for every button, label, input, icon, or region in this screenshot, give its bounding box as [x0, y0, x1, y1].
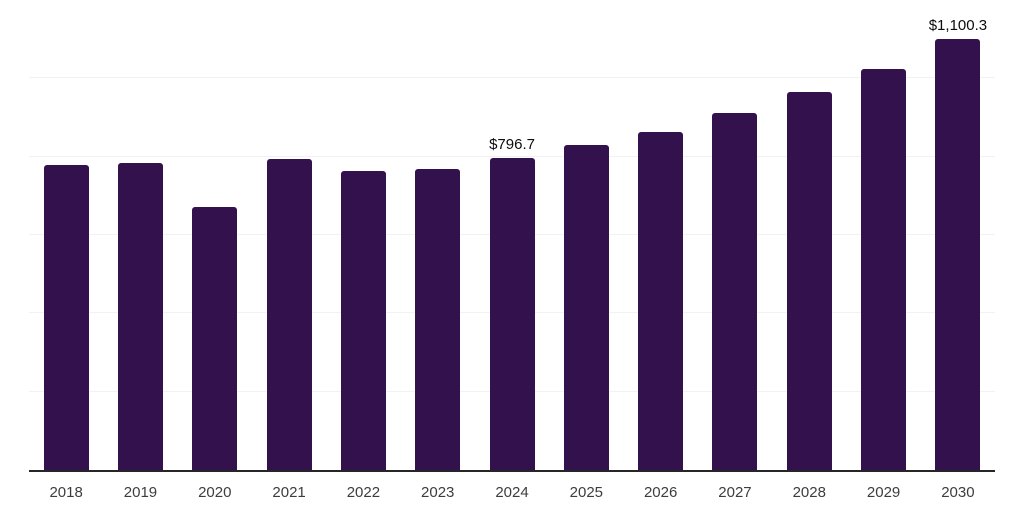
x-tick-label: 2030	[941, 484, 975, 501]
bar-2024	[489, 157, 535, 470]
bar-column	[698, 0, 772, 470]
x-tick-label: 2029	[866, 484, 901, 501]
x-tick-label: 2023	[421, 484, 455, 501]
bar-2026	[638, 131, 684, 470]
bar-column	[252, 0, 326, 470]
bar-column	[624, 0, 698, 470]
bar-value-label: $796.7	[489, 135, 535, 153]
bar-value-label: $1,100.3	[928, 17, 988, 35]
gridline	[29, 155, 995, 157]
bar-2021	[266, 159, 312, 470]
bar-2030	[935, 39, 981, 470]
bar-column	[326, 0, 400, 470]
bar-column	[178, 0, 252, 470]
x-tick-label: 2020	[198, 484, 232, 501]
bar-column	[772, 0, 846, 470]
bar-2023	[415, 169, 461, 470]
plot-area: $796.7 $1,100.3	[29, 0, 995, 470]
bar-column	[846, 0, 920, 470]
bar-2027	[712, 113, 758, 470]
bars-container: $796.7 $1,100.3	[29, 0, 995, 470]
bar-2020	[192, 207, 238, 470]
x-axis-line	[29, 470, 995, 472]
bar-column	[29, 0, 103, 470]
bar-column: $796.7	[475, 0, 549, 470]
x-tick-label: 2018	[49, 484, 83, 501]
bar-2022	[340, 171, 386, 470]
x-tick-label: 2019	[123, 484, 158, 501]
x-tick-label: 2025	[569, 484, 604, 501]
x-tick-label: 2028	[792, 484, 826, 501]
bar-2018	[43, 164, 89, 470]
bar-2019	[117, 162, 163, 470]
bar-2028	[786, 92, 832, 470]
x-axis-labels: 2018 2019 2020 2021 2022 2023 2024 2025 2026 2027…	[29, 484, 995, 502]
x-tick-label: 2021	[272, 484, 306, 501]
bar-column	[401, 0, 475, 470]
bar-column	[549, 0, 623, 470]
bar-column	[103, 0, 177, 470]
x-tick-label: 2022	[346, 484, 381, 501]
bar-2029	[861, 69, 907, 470]
x-tick-label: 2024	[495, 484, 529, 501]
bar-column: $1,100.3	[921, 0, 995, 470]
bar-2025	[563, 145, 609, 470]
gridline	[29, 77, 995, 79]
x-tick-label: 2026	[643, 484, 678, 501]
x-tick-label: 2027	[718, 484, 752, 501]
